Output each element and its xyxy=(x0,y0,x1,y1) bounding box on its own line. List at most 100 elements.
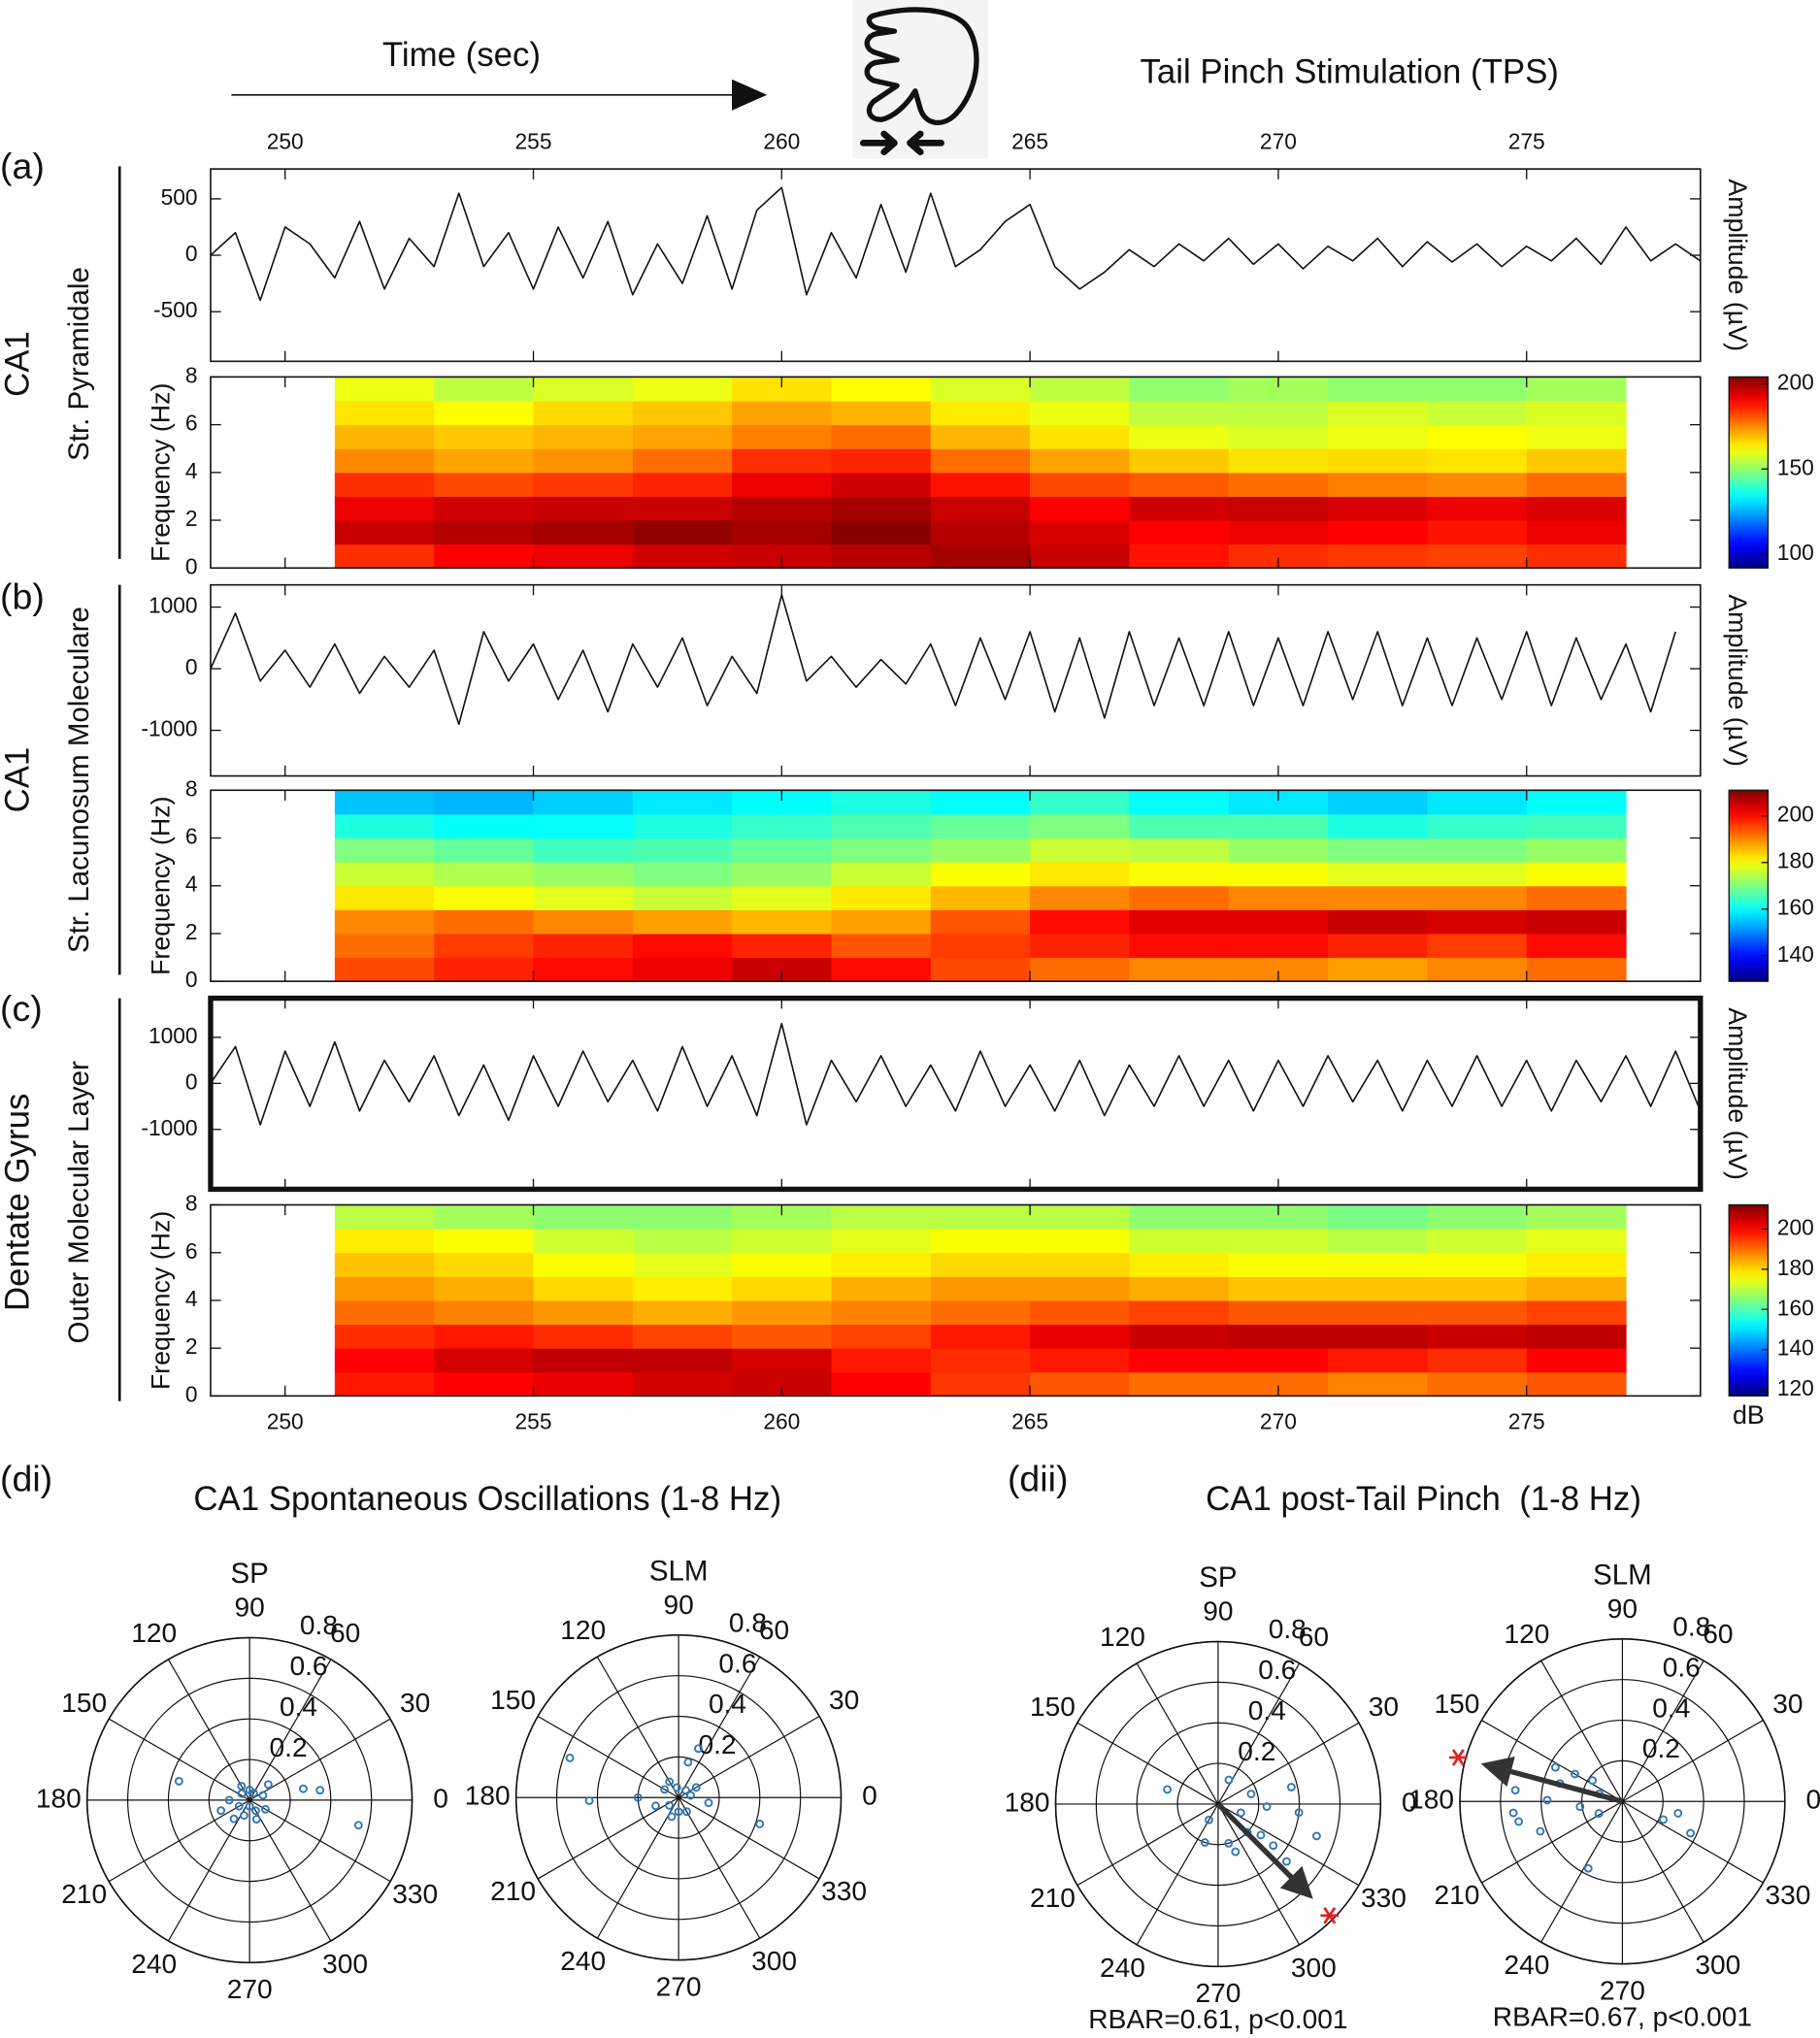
heatmap-cell xyxy=(1129,520,1230,545)
phase-point xyxy=(584,1796,594,1805)
heatmap-cell xyxy=(1526,933,1627,959)
polar-ring xyxy=(1580,1759,1664,1843)
heatmap-cell xyxy=(533,424,634,449)
region-area: CA1 xyxy=(0,331,36,397)
heatmap-cell xyxy=(1328,496,1428,521)
heatmap-cell xyxy=(533,813,634,839)
heatmap-cell xyxy=(1129,909,1230,935)
heatmap-cell xyxy=(732,1348,833,1373)
heatmap-cell xyxy=(1427,1204,1528,1230)
heatmap-cell xyxy=(434,909,535,935)
heatmap-cell xyxy=(533,1324,634,1349)
heatmap-cell xyxy=(1328,1299,1428,1326)
heatmap-cell xyxy=(1427,520,1528,545)
heatmap-cell xyxy=(1228,448,1329,474)
heatmap-cell xyxy=(1030,401,1130,426)
heatmap-cell xyxy=(334,957,435,982)
heatmap-cell xyxy=(1427,543,1528,569)
colorbar-tick-label: 200 xyxy=(1777,369,1814,394)
colorbar-tick-label: 160 xyxy=(1777,895,1814,920)
theta-tick-label: 180 xyxy=(1005,1787,1050,1817)
heatmap-cell xyxy=(334,813,435,839)
heatmap-cell xyxy=(831,1371,932,1397)
heatmap-cell xyxy=(1427,933,1528,959)
heatmap-cell xyxy=(930,813,1031,839)
y-tick-label: 1000 xyxy=(149,593,198,618)
theta-tick-label: 300 xyxy=(751,1946,797,1976)
heatmap-cell xyxy=(831,520,932,545)
heatmap-cell xyxy=(1129,790,1230,815)
heatmap-cell xyxy=(732,401,833,426)
colorbar-label: dB xyxy=(1733,1400,1765,1430)
phase-point xyxy=(315,1786,325,1795)
y-tick-label: 0 xyxy=(185,1381,198,1406)
heatmap-cell xyxy=(1328,790,1428,815)
heatmap-cell xyxy=(930,520,1031,545)
heatmap-cell xyxy=(533,885,634,910)
heatmap-cell xyxy=(1129,496,1230,521)
polar-ring xyxy=(1136,1722,1301,1887)
heatmap-cell xyxy=(1427,862,1528,887)
y-axis-label: Frequency (Hz) xyxy=(146,383,175,562)
phase-point xyxy=(1294,1808,1304,1818)
phase-point xyxy=(263,1780,273,1790)
time-arrowhead xyxy=(732,79,768,111)
heatmap-cell xyxy=(732,813,833,839)
stimulus-label: Tail Pinch Stimulation (TPS) xyxy=(1140,53,1558,91)
polar-ring xyxy=(1540,1719,1704,1884)
y-tick-label: 6 xyxy=(185,411,198,436)
heatmap-cell xyxy=(434,1299,535,1326)
phase-point xyxy=(1269,1841,1278,1851)
heatmap-cell xyxy=(831,957,932,982)
heatmap-cell xyxy=(1129,543,1230,569)
heatmap-cell xyxy=(831,472,932,497)
heatmap-cell xyxy=(732,496,833,521)
heatmap-cell xyxy=(533,909,634,935)
heatmap-cell xyxy=(1030,1229,1130,1254)
r-tick-label: 0.2 xyxy=(1642,1733,1680,1763)
heatmap-cell xyxy=(1228,1324,1329,1349)
heatmap-cell xyxy=(1427,1229,1528,1254)
heatmap-cell xyxy=(1030,448,1130,474)
heatmap-cell xyxy=(732,862,833,887)
theta-tick-label: 60 xyxy=(1703,1619,1733,1649)
heatmap-cell xyxy=(1328,1276,1428,1301)
heatmap-cell xyxy=(930,909,1031,935)
phase-point xyxy=(1311,1831,1321,1841)
heatmap-cell xyxy=(1526,496,1627,521)
x-tick-label: 260 xyxy=(763,1409,800,1434)
heatmap-cell xyxy=(334,909,435,935)
phase-point xyxy=(1536,1826,1545,1836)
phase-point xyxy=(1262,1802,1272,1811)
heatmap-cell xyxy=(930,401,1031,426)
heatmap-cell xyxy=(1129,472,1230,497)
heatmap-cell xyxy=(1030,1371,1130,1397)
heatmap-cell xyxy=(1129,1252,1230,1277)
y-tick-label: 0 xyxy=(185,241,198,266)
r-tick-label: 0.8 xyxy=(300,1610,338,1640)
heatmap-cell xyxy=(1228,1229,1329,1254)
heatmap-cell xyxy=(1427,1371,1528,1397)
phase-point xyxy=(665,1777,675,1787)
phase-point xyxy=(1514,1817,1524,1826)
phase-point xyxy=(353,1821,363,1830)
phase-point xyxy=(674,1807,683,1817)
y-tick-label: 1000 xyxy=(149,1023,198,1048)
heatmap-cell xyxy=(632,448,733,474)
r-tick-label: 0.6 xyxy=(289,1651,327,1681)
r-tick-label: 0.6 xyxy=(1663,1652,1701,1682)
phase-point xyxy=(1508,1808,1518,1818)
heatmap-cell xyxy=(1228,813,1329,839)
colorbar-tick-label: 120 xyxy=(1777,1375,1814,1400)
theta-tick-label: 270 xyxy=(1195,1978,1241,2008)
heatmap-cell xyxy=(1328,813,1428,839)
heatmap-cell xyxy=(1526,472,1627,497)
heatmap-cell xyxy=(1228,1252,1329,1277)
heatmap-cell xyxy=(1328,957,1428,982)
heatmap-cell xyxy=(1228,424,1329,449)
heatmap-cell xyxy=(1030,838,1130,863)
heatmap-cell xyxy=(831,1229,932,1254)
y-tick-label: -1000 xyxy=(141,716,197,741)
heatmap-cell xyxy=(732,520,833,545)
colorbar-tick-label: 160 xyxy=(1777,1295,1814,1320)
